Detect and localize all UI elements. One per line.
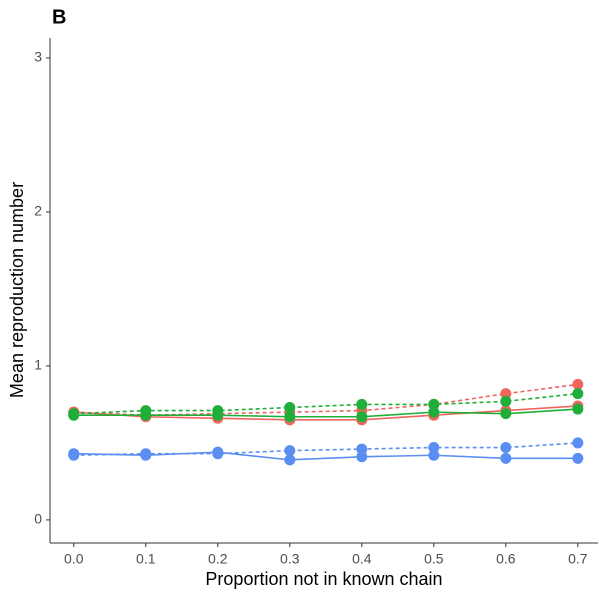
data-point (356, 443, 368, 455)
series-line (73, 408, 578, 418)
data-point (356, 451, 368, 463)
data-point (212, 405, 224, 417)
x-axis-title: Proportion not in known chain (205, 569, 442, 589)
x-tick-label: 0.1 (136, 551, 156, 567)
data-point (284, 402, 296, 414)
x-tick-label: 0.5 (424, 551, 444, 567)
panel-label: B (52, 6, 66, 28)
y-tick-label: 0 (34, 511, 42, 527)
data-point (212, 448, 224, 460)
y-tick-label: 2 (34, 203, 42, 219)
x-tick-label: 0.3 (280, 551, 300, 567)
x-tick-label: 0.4 (352, 551, 372, 567)
data-point (428, 406, 440, 418)
y-tick-label: 3 (34, 49, 42, 65)
data-point (428, 398, 440, 410)
data-point (68, 449, 80, 461)
data-point (140, 448, 152, 460)
series-line (73, 451, 578, 461)
data-point (500, 442, 512, 454)
data-point (572, 388, 584, 400)
y-tick-label: 1 (34, 357, 42, 373)
data-point (500, 388, 512, 400)
data-point (68, 408, 80, 420)
data-point (500, 395, 512, 407)
data-point (428, 449, 440, 461)
x-tick-label: 0.0 (64, 551, 84, 567)
series-line (73, 442, 578, 457)
data-point (284, 454, 296, 466)
data-point (356, 398, 368, 410)
x-tick-label: 0.7 (568, 551, 588, 567)
series-line (73, 405, 578, 421)
data-point (356, 411, 368, 423)
data-point (284, 411, 296, 423)
data-point (572, 452, 584, 464)
data-point (572, 437, 584, 449)
data-point (500, 452, 512, 464)
data-point (500, 408, 512, 420)
data-point (140, 405, 152, 417)
data-point (572, 378, 584, 390)
data-point (572, 403, 584, 415)
x-tick-label: 0.6 (496, 551, 516, 567)
x-tick-label: 0.2 (208, 551, 228, 567)
data-point (428, 442, 440, 454)
series-line (73, 392, 578, 415)
y-axis-title: Mean reproduction number (7, 182, 27, 398)
data-point (284, 445, 296, 457)
